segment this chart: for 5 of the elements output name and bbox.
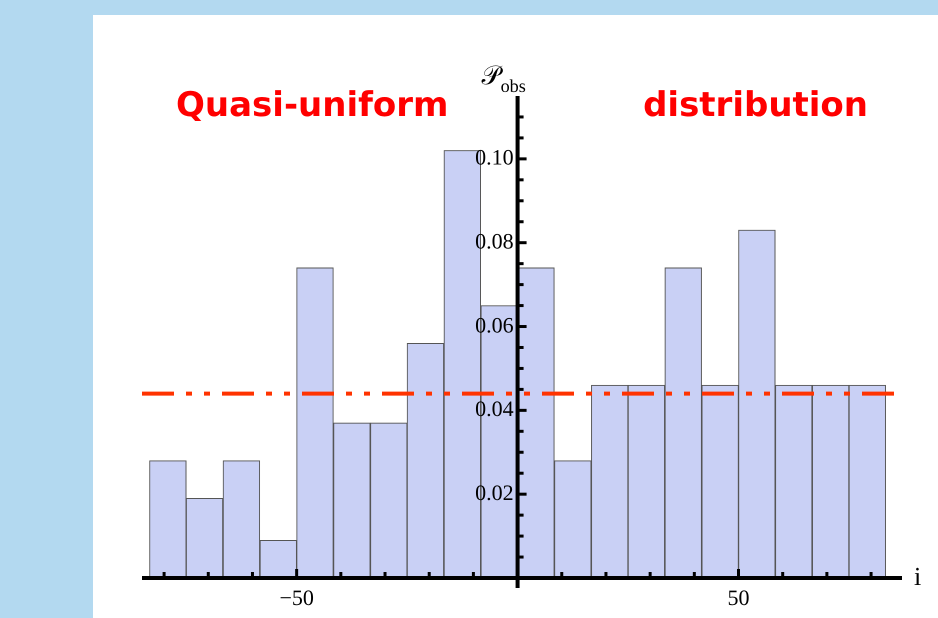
x-tick-label: 50 — [728, 584, 750, 610]
annotation: Quasi-uniform — [176, 85, 448, 125]
x-tick-label: −50 — [279, 584, 314, 610]
x-axis-title: i — [914, 562, 922, 591]
annotation: distribution — [643, 85, 868, 125]
